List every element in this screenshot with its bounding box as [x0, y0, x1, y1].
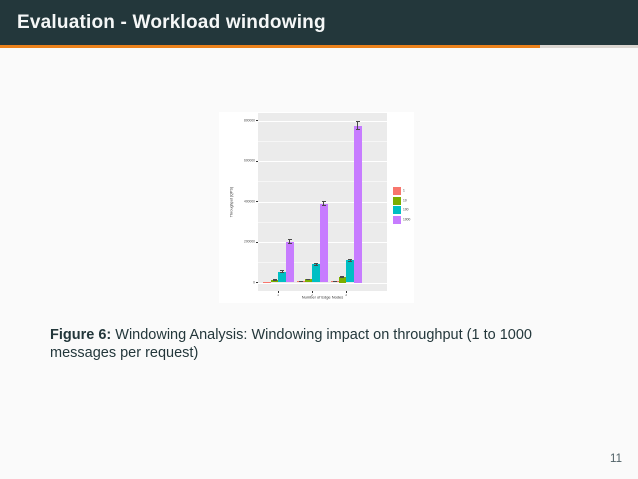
- bar: [353, 125, 362, 283]
- bar: [346, 260, 354, 283]
- error-bar-cap: [272, 279, 277, 281]
- legend-swatch: [393, 206, 401, 214]
- legend-label: 10: [403, 198, 407, 203]
- y-axis-title: Throughput (QPS): [230, 186, 234, 218]
- error-bar-cap: [314, 263, 319, 265]
- legend-item: 100: [393, 206, 416, 214]
- x-axis-title: Number of Edge Nodes: [301, 296, 344, 300]
- slide-title: Evaluation - Workload windowing: [17, 11, 326, 33]
- y-tick-mark: [256, 201, 258, 202]
- chart-legend: 1 10 100 1000: [393, 187, 416, 225]
- bar: [319, 203, 328, 283]
- x-tick-mark: [277, 291, 279, 293]
- error-bar-cap: [355, 128, 360, 130]
- bar: [304, 279, 313, 283]
- x-tick-mark: [311, 291, 313, 293]
- y-tick-mark: [256, 241, 258, 243]
- legend-label: 1000: [403, 217, 411, 222]
- error-bar-line: [281, 270, 283, 273]
- bar: [312, 264, 320, 283]
- bar: [278, 271, 286, 283]
- error-bar-cap: [332, 280, 337, 282]
- figure-caption: Figure 6: Windowing Analysis: Windowing …: [50, 327, 590, 362]
- x-tick-label: 2: [311, 294, 314, 298]
- legend-swatch: [393, 196, 401, 205]
- y-tick-label: 600000: [243, 159, 255, 163]
- slide-header: Evaluation - Workload windowing: [0, 0, 638, 45]
- gridline-minor: [258, 181, 387, 183]
- error-bar-cap: [287, 243, 292, 245]
- page-number: 11: [610, 453, 622, 465]
- legend-item: 10: [393, 196, 416, 205]
- error-bar-cap: [314, 264, 319, 266]
- chart-panel: [258, 113, 387, 291]
- progress-track: [0, 45, 638, 48]
- error-bar-cap: [332, 281, 337, 283]
- error-bar-cap: [280, 270, 285, 272]
- error-bar-line: [341, 276, 343, 278]
- y-tick-label: 200000: [243, 240, 255, 244]
- x-tick-label: 3: [345, 294, 348, 298]
- gridline-minor: [258, 140, 387, 142]
- legend-label: 1: [403, 189, 405, 193]
- y-tick-label: 400000: [243, 199, 255, 204]
- caption-text: Windowing Analysis: Windowing impact on …: [50, 327, 532, 361]
- x-tick-mark: [345, 291, 347, 293]
- error-bar-cap: [348, 258, 353, 260]
- y-tick-label: 0: [253, 280, 255, 285]
- x-tick-label: 1: [277, 294, 280, 298]
- error-bar-cap: [355, 121, 360, 123]
- error-bar-line: [315, 263, 317, 266]
- y-tick-mark: [256, 282, 258, 283]
- legend-label: 100: [403, 208, 409, 212]
- error-bar-line: [323, 201, 325, 206]
- bar: [286, 241, 294, 283]
- y-tick-mark: [256, 120, 258, 121]
- gridline-major: [258, 282, 387, 284]
- bar: [338, 277, 347, 283]
- error-bar-line: [349, 259, 351, 262]
- error-bar-cap: [306, 279, 311, 281]
- bar: [270, 280, 279, 283]
- bar: [263, 281, 271, 283]
- error-bar-cap: [348, 260, 353, 262]
- progress-fill: [0, 45, 540, 48]
- y-tick-mark: [256, 160, 258, 162]
- error-bar-cap: [287, 239, 292, 241]
- error-bar-cap: [298, 280, 303, 282]
- legend-swatch: [393, 215, 401, 224]
- gridline-major: [258, 161, 387, 162]
- error-bar-cap: [306, 278, 311, 280]
- gridline-major: [258, 120, 387, 122]
- error-bar-cap: [280, 271, 285, 273]
- error-bar-line: [357, 121, 359, 130]
- legend-swatch: [393, 187, 401, 195]
- error-bar-cap: [340, 277, 345, 279]
- y-tick-label: 800000: [243, 118, 255, 123]
- error-bar-line: [289, 239, 291, 244]
- legend-item: 1000: [393, 215, 416, 224]
- error-bar-cap: [321, 204, 326, 206]
- caption-label: Figure 6:: [50, 327, 112, 343]
- error-bar-cap: [340, 276, 345, 278]
- legend-item: 1: [393, 187, 416, 195]
- error-bar-cap: [298, 281, 303, 283]
- error-bar-cap: [321, 201, 326, 203]
- error-bar-cap: [272, 279, 277, 281]
